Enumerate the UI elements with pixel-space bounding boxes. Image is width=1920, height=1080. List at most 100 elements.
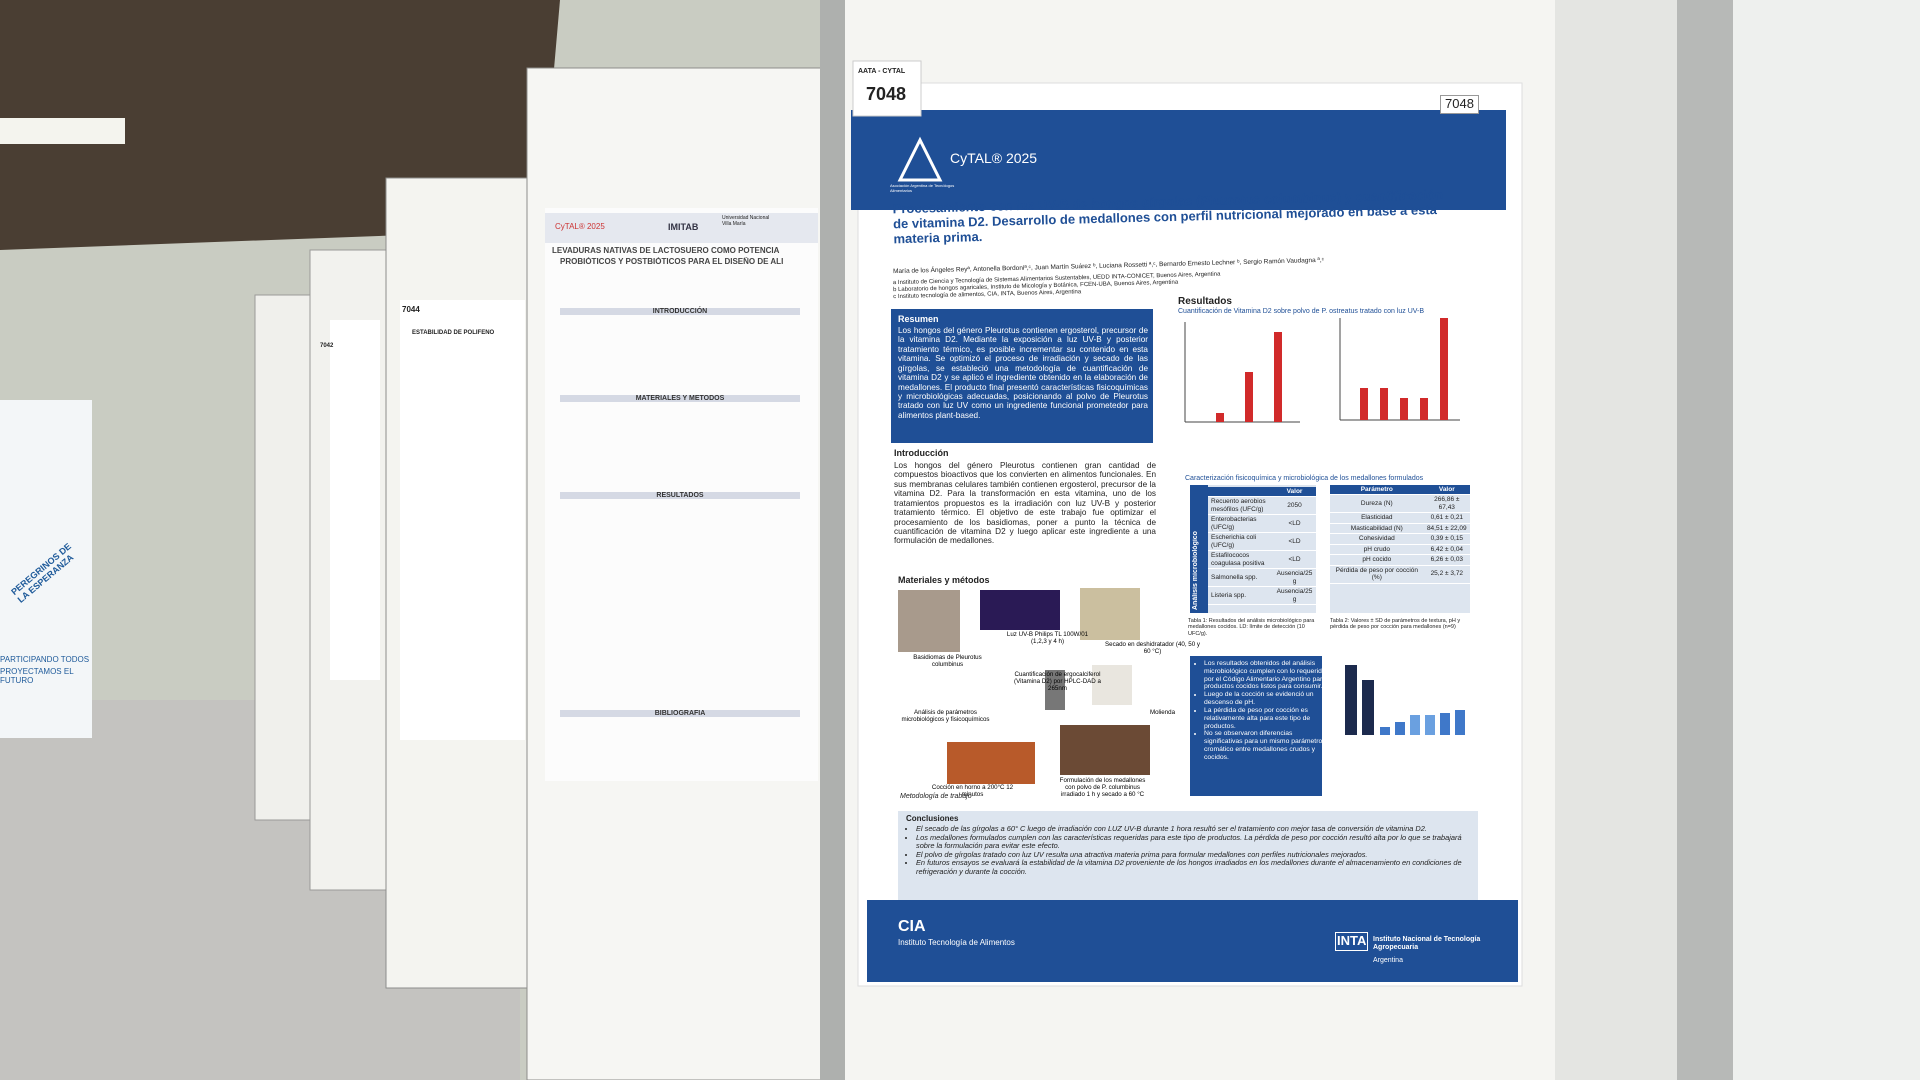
table-row: Listeria spp. Ausencia/25 g [1208,586,1316,606]
conclusion: Los medallones formulados cumplen con la… [916,833,1481,851]
header-cell: Valor [1423,485,1470,496]
bullets: Los resultados obtenidos del análisis mi… [1194,660,1328,762]
table-row: Cohesividad 0,39 ± 0,15 [1330,533,1470,545]
section-heading: MATERIALES Y METODOS [560,395,800,402]
sticker-org: AATA - CYTAL [858,68,906,75]
table-row: Pérdida de peso por cocción (%) 25,2 ± 3,… [1330,565,1470,584]
poster-number: 7042 [320,343,334,349]
poster-footer [867,900,1518,982]
conclusion: En futuros ensayos se evaluará la estabi… [916,858,1481,876]
table-cell: <LD [1273,514,1316,534]
poster-header [851,110,1506,210]
poster-number: 7044 [402,305,420,314]
section-heading: RESULTADOS [560,492,800,499]
table-header: Parámetro Valor [1330,485,1470,496]
caption: Metodología de trabajo [900,793,972,800]
table-row: Salmonella spp. Ausencia/25 g [1208,568,1316,588]
table-row: Recuento aerobios mesófilos (UFC/g) 2050 [1208,496,1316,516]
table-side: Análisis microbiológico [1192,531,1199,610]
table-cell: Elasticidad [1330,512,1424,524]
method-images [898,588,1150,784]
table-cell: 84,51 ± 22,09 [1423,523,1470,535]
banner-text: PROYECTAMOS EL FUTURO [0,667,74,686]
footer-logo: INTA [1335,932,1369,951]
table: Valor Recuento aerobios mesófilos (UFC/g)… [1208,487,1316,606]
table-cell: Dureza (N) [1330,494,1424,514]
conclusiones-box [898,811,1478,909]
table-row: pH crudo 6,42 ± 0,04 [1330,544,1470,556]
table-cell: 6,26 ± 0,03 [1423,554,1470,566]
logo [897,136,943,182]
footer-text: Argentina [1373,957,1403,964]
table-row: Masticabilidad (N) 84,51 ± 22,09 [1330,523,1470,535]
section-heading: BIBLIOGRAFIA [560,710,800,717]
table-cell: Ausencia/25 g [1273,568,1316,588]
university: Universidad Nacional Villa María [722,215,770,227]
institute: IMITAB [668,222,699,232]
section-heading: INTRODUCCIÓN [560,308,800,315]
board [254,294,311,821]
table-cell: Recuento aerobios mesófilos (UFC/g) [1208,496,1274,516]
table-cell: 266,86 ± 67,43 [1423,494,1470,514]
method-step: Basidiomas de Pleurotus columbinus [913,654,982,668]
table-cell: 25,2 ± 3,72 [1423,565,1470,584]
table-row: pH cocido 6,26 ± 0,03 [1330,554,1470,566]
bullet: No se observaron diferencias significati… [1204,730,1328,761]
heading: Resumen [898,314,939,324]
caption: Tabla 2: Valores ± SD de parámetros de t… [1330,618,1461,631]
banner [0,400,92,738]
table-cell: Estafilococos coagulasa positiva [1208,550,1274,570]
resumen-box [891,309,1153,443]
bullets-box [1190,656,1322,796]
method-step: Luz UV-B Philips TL 100W/01 (1,2,3 y 4 h… [1006,631,1089,645]
header-cell: Valor [1273,487,1316,498]
chart-title: Cuantificación de Vitamina D2 sobre polv… [1178,308,1425,315]
caption: Tabla 1: Resultados del análisis microbi… [1188,618,1315,637]
event: CyTAL® 2025 [950,150,1038,166]
table: Parámetro Valor Dureza (N) 266,86 ± 67,43 El… [1330,485,1470,584]
far-poster [330,320,380,680]
paragraph: Los hongos del género Pleurotus contiene… [898,326,1148,420]
conclusion: El secado de las gírgolas a 60° C luego … [916,824,1481,834]
table-row: Estafilococos coagulasa positiva <LD [1208,550,1316,570]
table-cell: 6,42 ± 0,04 [1423,544,1470,556]
table-title: Caracterización fisicoquímica y microbio… [1185,475,1424,482]
table-cell: Cohesividad [1330,533,1424,545]
header-cell: Parámetro [1330,485,1424,496]
table-cell: 0,39 ± 0,15 [1423,533,1470,545]
bullet: La pérdida de peso por cocción es relati… [1204,707,1328,730]
paragraph: Los hongos del género Pleurotus contiene… [894,461,1156,546]
table-cell: 0,61 ± 0,21 [1423,512,1470,524]
conclusions: El secado de las gírgolas a 60° C luego … [906,824,1481,876]
heading: Resultados [1178,296,1232,307]
footer-logo: CIA [898,918,926,935]
conclusion: El polvo de gírgolas tratado con luz UV … [916,850,1481,860]
sticker [852,60,922,117]
assoc: Asociación Argentina de Tecnólogos Alime… [890,183,955,193]
table-cell: pH cocido [1330,554,1424,566]
table-cell: <LD [1273,532,1316,552]
table-cell: Masticabilidad (N) [1330,523,1424,535]
table-cell: <LD [1273,550,1316,570]
left-poster-header [545,213,818,243]
bullet: Los resultados obtenidos del análisis mi… [1204,660,1328,691]
table-cell: Listeria spp. [1208,586,1274,606]
table-cell: Escherichia coli (UFC/g) [1208,532,1274,552]
table-cell: pH crudo [1330,544,1424,556]
heading: Materiales y métodos [898,575,990,585]
wall [1733,0,1920,1080]
method-step: Formulación de los medallones con polvo … [1059,777,1146,798]
table-row: Dureza (N) 266,86 ± 67,43 [1330,494,1470,514]
table-cell: Salmonella spp. [1208,568,1274,588]
wall [1555,0,1677,1080]
bullet: Luego de la cocción se evidenció un desc… [1204,691,1328,707]
pole [1677,0,1733,1080]
method-step: Secado en deshidratador (40, 50 y 60 °C) [1105,641,1200,655]
banner-text: PARTICIPANDO TODOS [0,655,90,664]
table-cell: Ausencia/25 g [1273,586,1316,606]
heading: Introducción [894,448,949,458]
table-cell: Enterobacterias (UFC/g) [1208,514,1274,534]
table-row: Enterobacterias (UFC/g) <LD [1208,514,1316,534]
table-cell: Pérdida de peso por cocción (%) [1330,565,1424,584]
